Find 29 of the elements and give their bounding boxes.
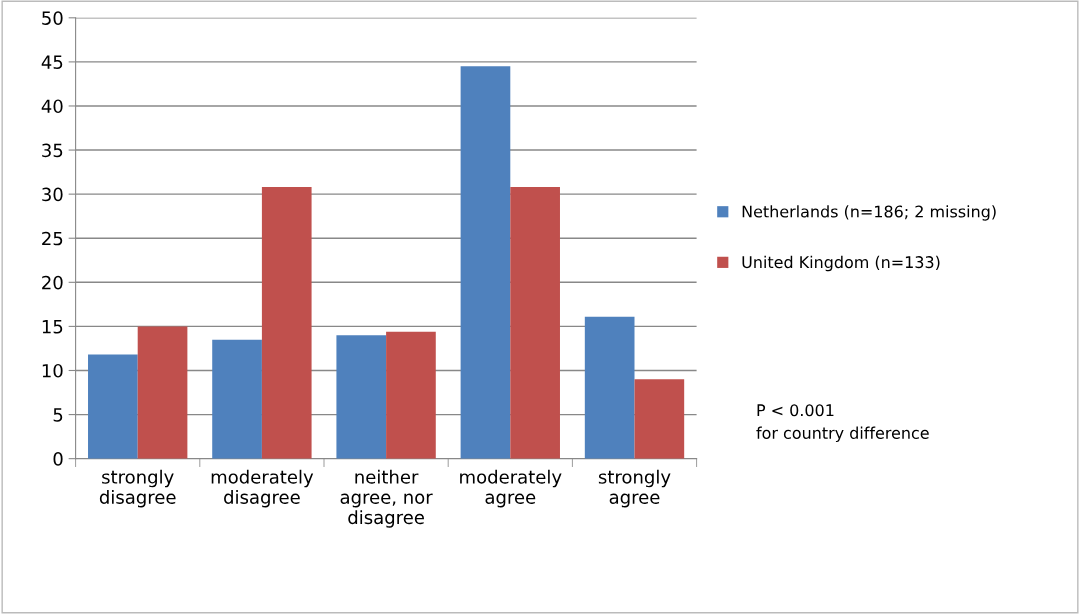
y-tick-label: 10: [42, 363, 63, 378]
bar: [212, 339, 262, 459]
y-tick-label: 30: [42, 187, 63, 202]
bar: [336, 335, 387, 459]
y-tick-label: 50: [42, 11, 63, 25]
y-tick-label: 5: [53, 408, 63, 422]
y-tick-label: 35: [42, 143, 63, 158]
bar: [584, 316, 635, 459]
bar: [460, 66, 511, 459]
bar: [261, 187, 312, 459]
x-tick-label: neither agree, nor disagree: [340, 469, 433, 528]
bar: [634, 379, 685, 459]
y-tick-label: 25: [42, 231, 63, 246]
bar: [386, 331, 436, 459]
y-tick-label: 0: [53, 452, 63, 466]
x-tick-label: strongly agree: [598, 469, 671, 508]
text: P < 0.001 for country difference: [756, 404, 929, 443]
bar: [510, 187, 560, 459]
y-tick-label: 40: [41, 99, 63, 114]
y-tick-label: 45: [41, 55, 63, 70]
legend-label: Netherlands (n=186; 2 missing): [742, 205, 996, 221]
bar: [137, 326, 188, 459]
legend-label: United Kingdom (n=133): [742, 255, 940, 272]
x-tick-label: strongly disagree: [99, 469, 176, 508]
bar: [88, 354, 138, 459]
y-tick-label: 20: [42, 275, 63, 290]
x-tick-label: moderately agree: [460, 469, 562, 508]
x-tick-label: moderately disagree: [211, 469, 314, 508]
y-tick-label: 15: [42, 320, 63, 334]
